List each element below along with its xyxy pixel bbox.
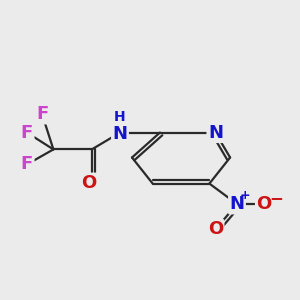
Text: O: O [256, 195, 272, 213]
Text: O: O [81, 174, 96, 192]
Text: H: H [114, 110, 126, 124]
Text: N: N [208, 124, 223, 142]
Text: −: − [270, 189, 283, 207]
Text: F: F [21, 124, 33, 142]
Text: N: N [112, 125, 128, 143]
Text: O: O [208, 220, 223, 238]
Text: +: + [240, 189, 251, 202]
Text: N: N [230, 195, 244, 213]
Text: F: F [36, 105, 48, 123]
Text: F: F [21, 155, 33, 173]
